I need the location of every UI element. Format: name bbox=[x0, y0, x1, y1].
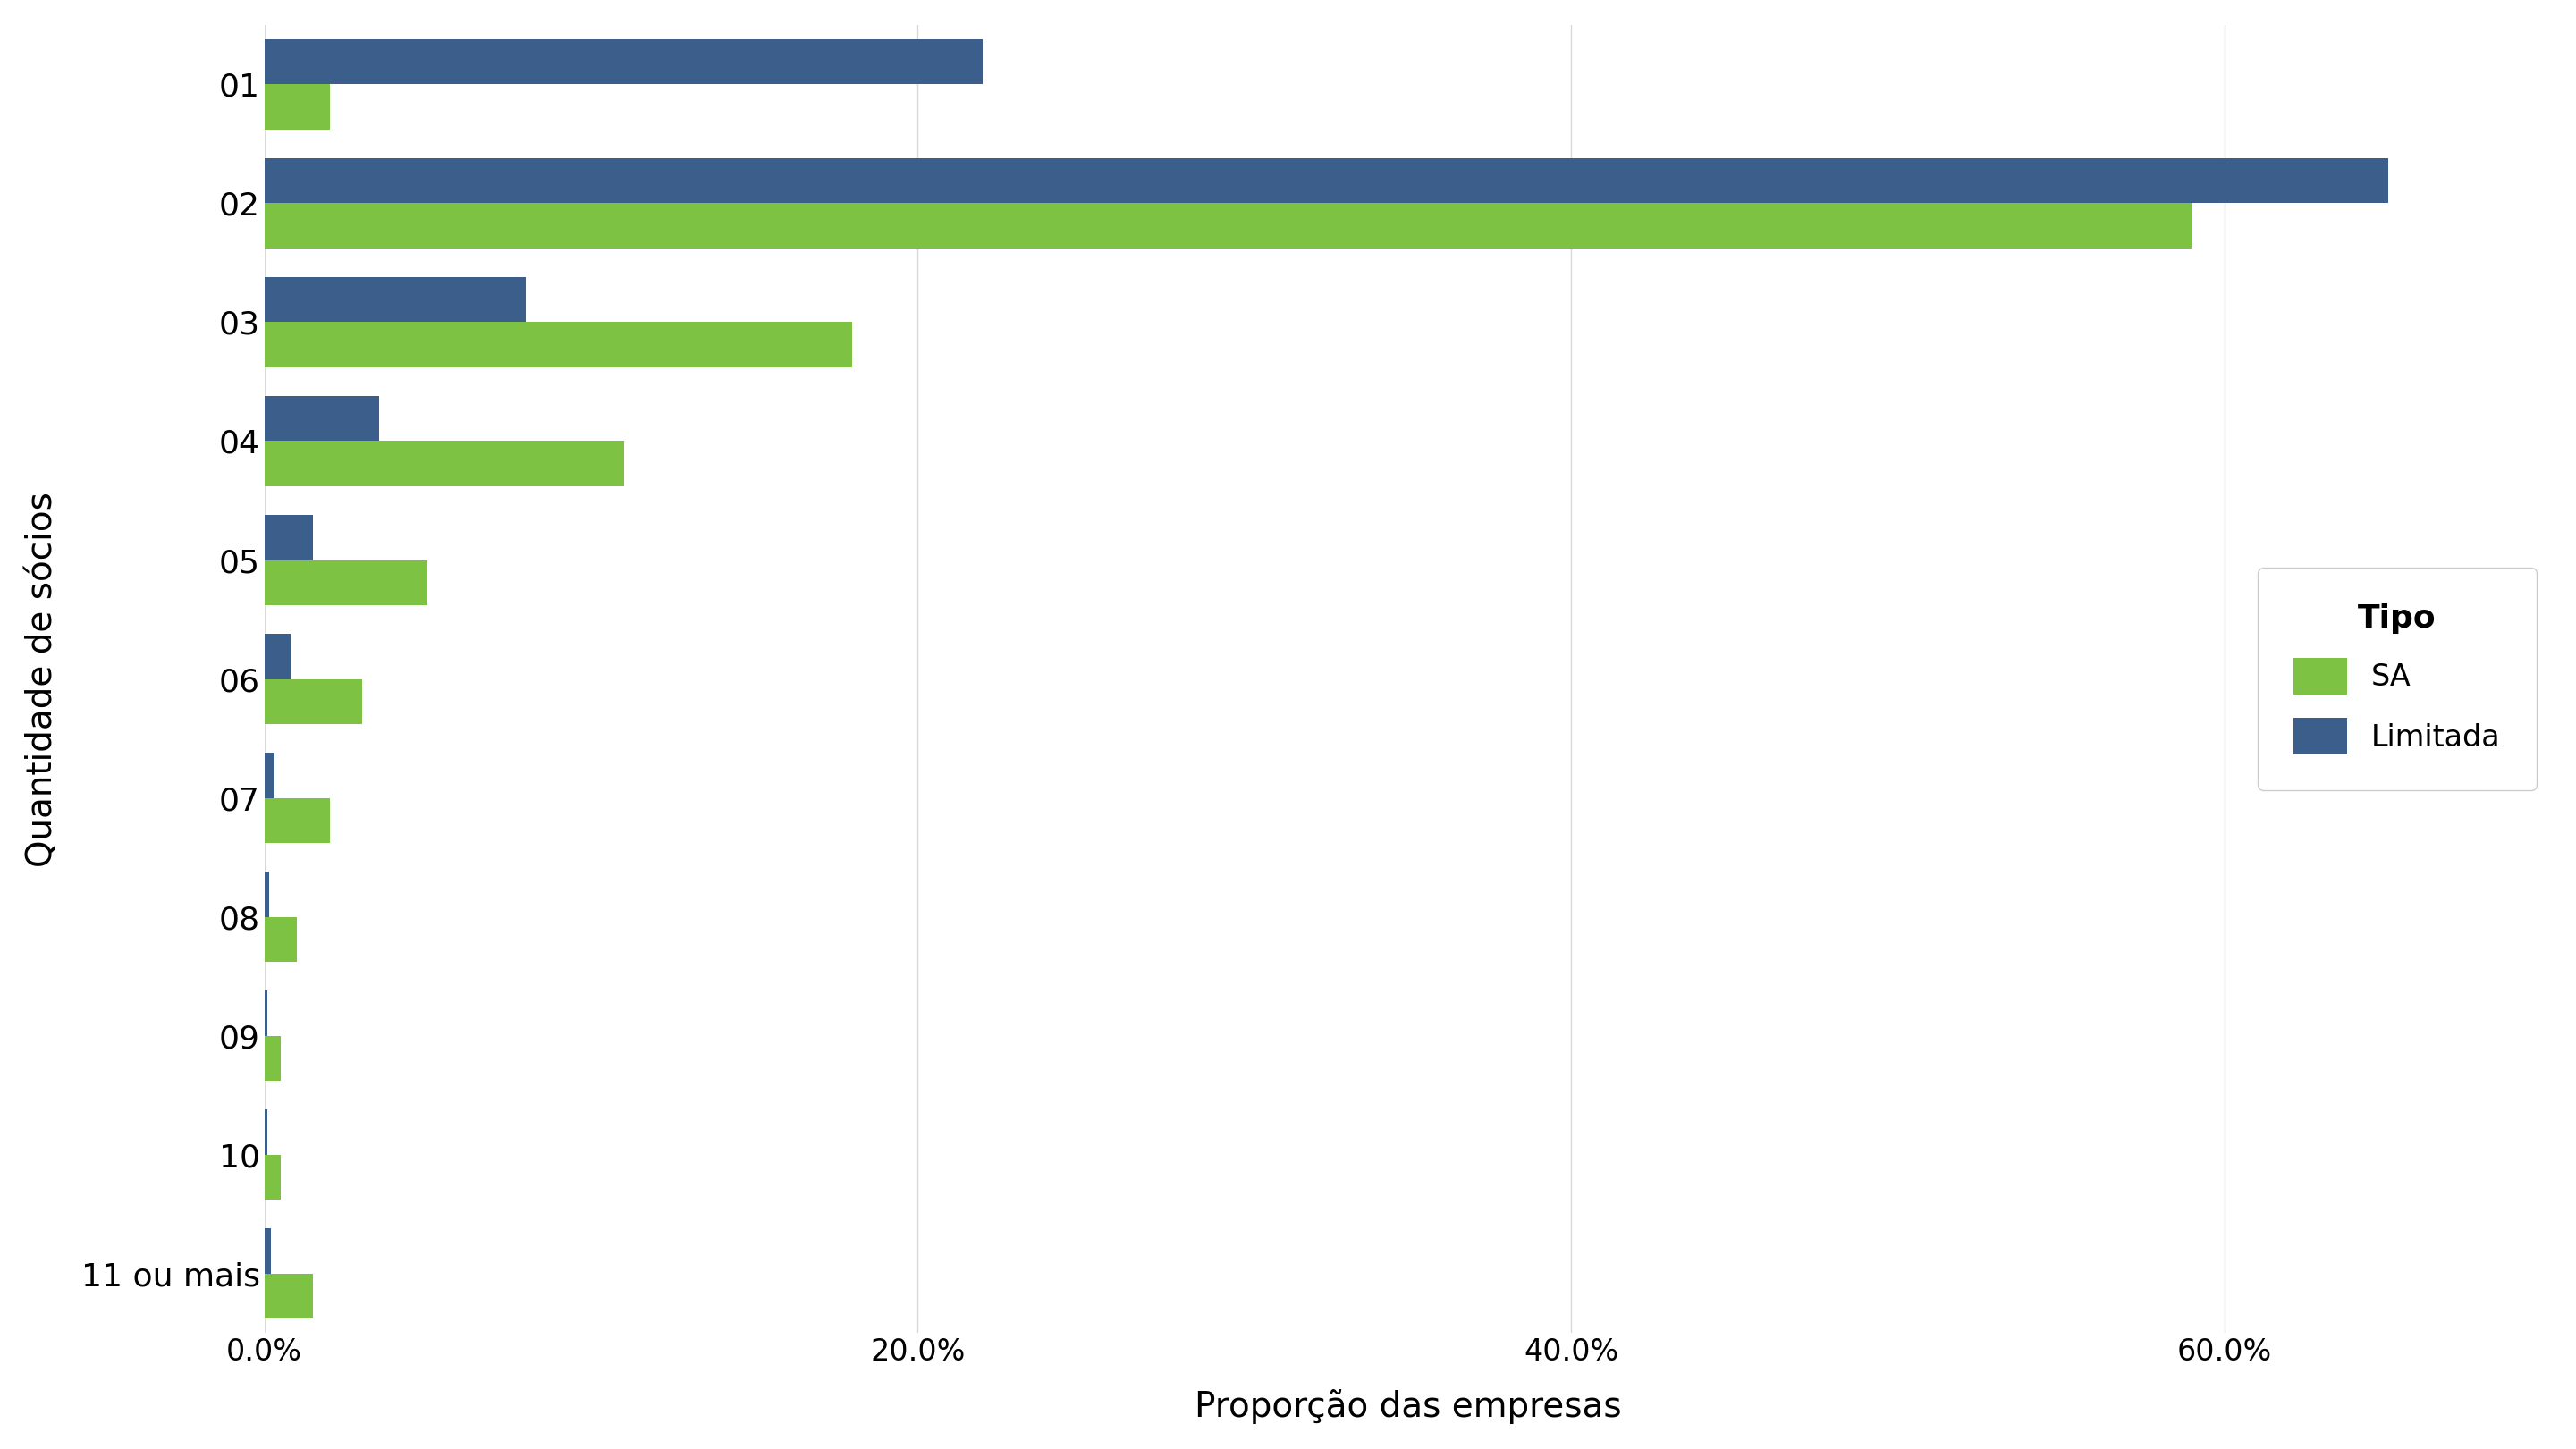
Bar bbox=[265, 752, 273, 798]
Bar bbox=[265, 991, 268, 1036]
Bar bbox=[265, 917, 296, 962]
Bar bbox=[265, 440, 623, 487]
Legend: SA, Limitada: SA, Limitada bbox=[2259, 568, 2537, 790]
Bar bbox=[265, 561, 428, 606]
Bar bbox=[265, 84, 330, 129]
Bar bbox=[265, 872, 270, 917]
Bar bbox=[265, 322, 853, 368]
Bar bbox=[265, 514, 314, 561]
Bar bbox=[265, 158, 2388, 203]
Bar bbox=[265, 1155, 281, 1200]
Bar bbox=[265, 1229, 270, 1274]
Bar bbox=[265, 633, 291, 680]
Bar bbox=[265, 39, 984, 84]
Bar bbox=[265, 396, 379, 440]
Bar bbox=[265, 1036, 281, 1081]
Bar bbox=[265, 1274, 314, 1319]
Bar bbox=[265, 798, 330, 843]
X-axis label: Proporção das empresas: Proporção das empresas bbox=[1195, 1390, 1620, 1424]
Bar bbox=[265, 277, 526, 322]
Y-axis label: Quantidade de sócios: Quantidade de sócios bbox=[26, 491, 59, 867]
Bar bbox=[265, 203, 2192, 248]
Bar bbox=[265, 1110, 268, 1155]
Bar bbox=[265, 680, 363, 724]
